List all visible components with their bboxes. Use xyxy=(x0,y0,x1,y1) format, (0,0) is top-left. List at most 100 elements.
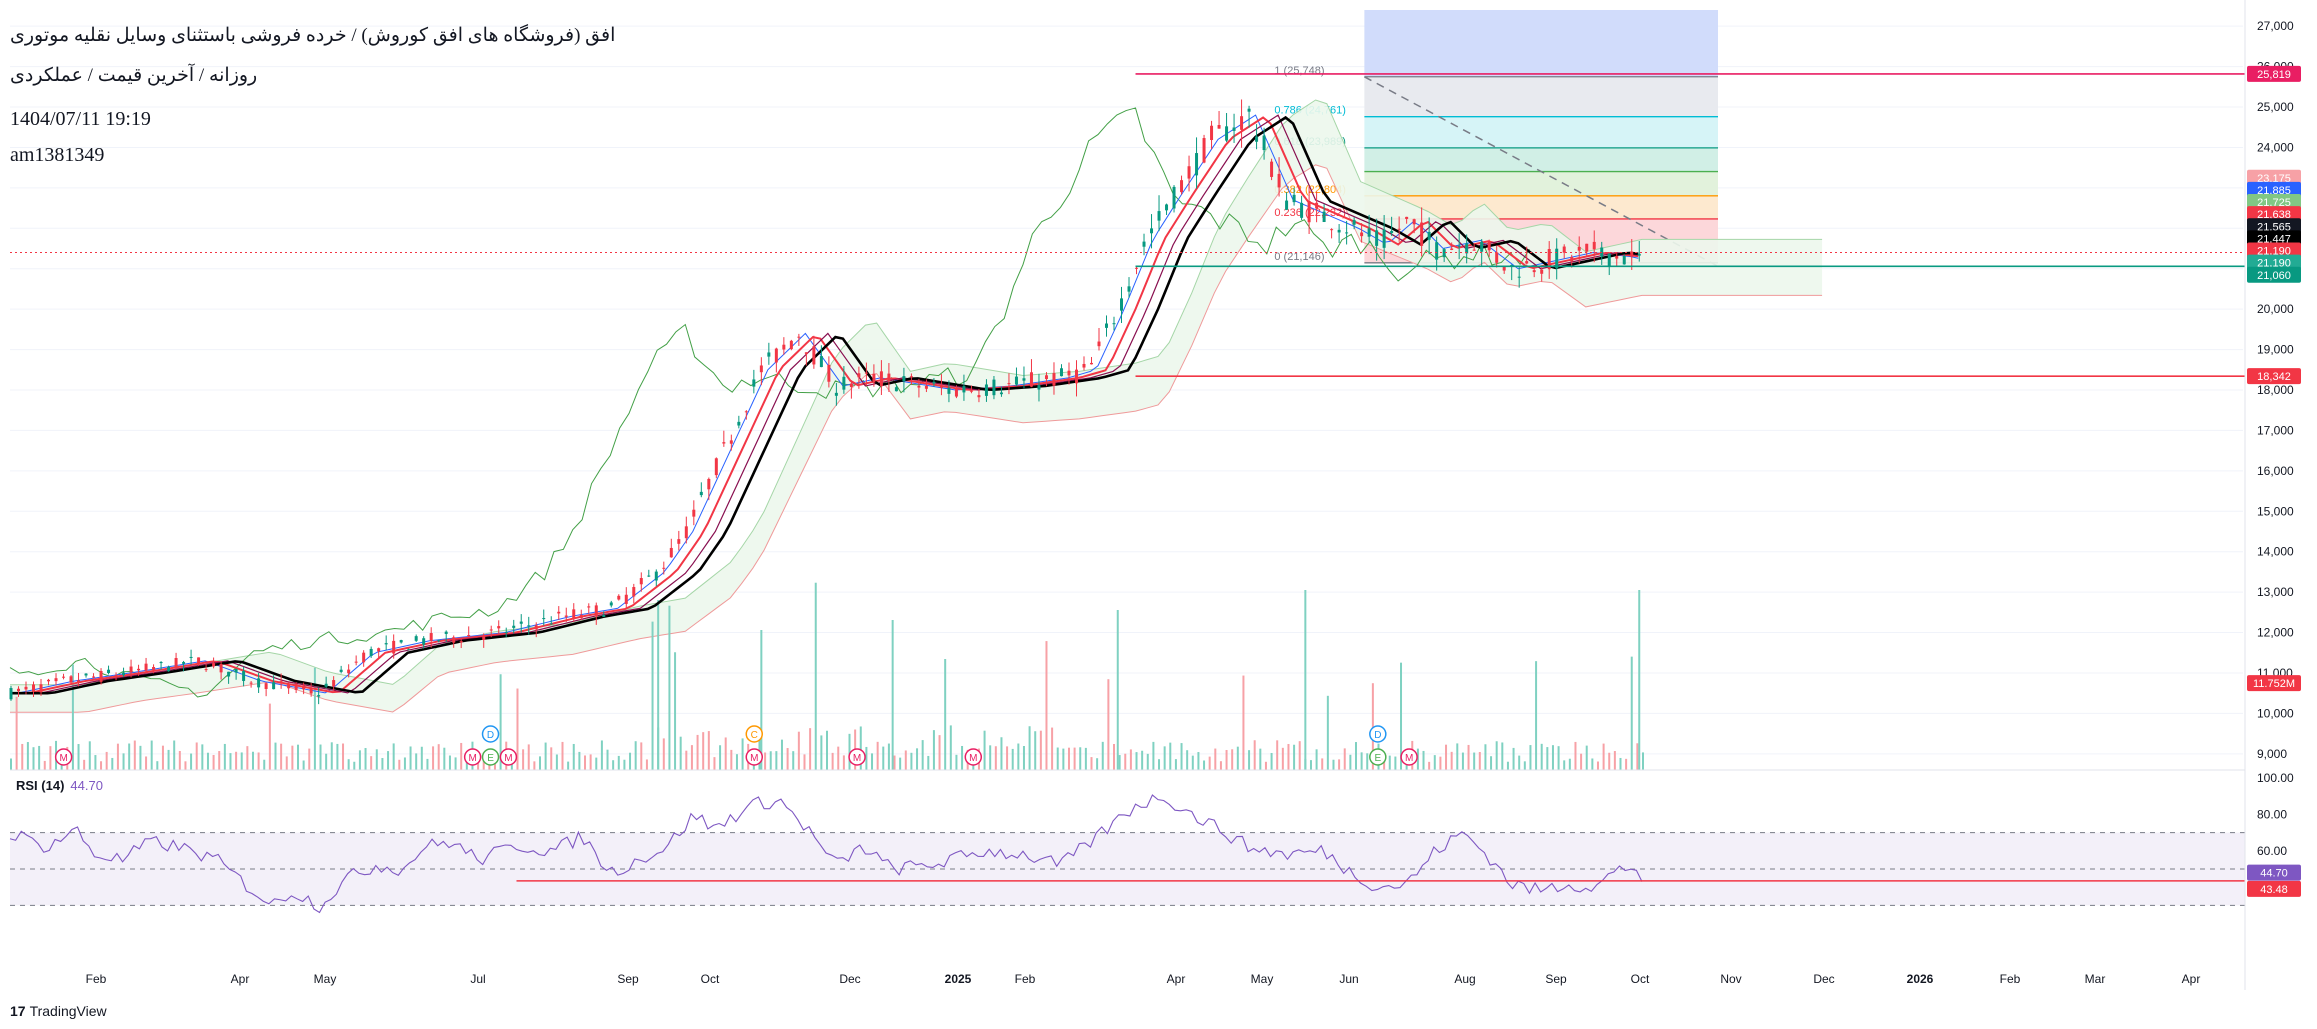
candle-body xyxy=(1142,241,1146,247)
volume-bar xyxy=(1495,741,1498,770)
candle-body xyxy=(114,675,118,677)
volume-bar xyxy=(1315,749,1318,770)
event-letter: M xyxy=(1405,753,1413,764)
candle-body xyxy=(1607,253,1611,268)
volume-bar xyxy=(1242,675,1245,770)
volume-bar xyxy=(432,746,435,770)
volume-bar xyxy=(1574,741,1577,770)
volume-bar xyxy=(578,751,581,770)
volume-bar xyxy=(1298,741,1301,770)
volume-bar xyxy=(612,760,615,770)
candle-body xyxy=(1630,251,1634,257)
volume-bar xyxy=(1512,747,1515,770)
candle-body xyxy=(354,661,358,663)
volume-bar xyxy=(814,582,817,770)
fib-zone xyxy=(1364,116,1718,148)
cloud-area xyxy=(10,100,1823,713)
volume-bar xyxy=(668,605,671,770)
fib-zone xyxy=(1364,76,1718,117)
candle-body xyxy=(339,669,343,672)
volume-bar xyxy=(837,746,840,770)
candle-body xyxy=(54,678,58,682)
volume-bar xyxy=(167,749,170,770)
candle-body xyxy=(1172,186,1176,209)
candle-body xyxy=(17,688,21,692)
price-label: 23,175 xyxy=(2257,173,2291,185)
candle-body xyxy=(782,344,786,350)
volume-bar xyxy=(685,750,688,770)
volume-bar xyxy=(1101,741,1104,770)
volume-bar xyxy=(1596,761,1599,770)
rsi-pane xyxy=(9,794,2245,914)
price-label: 21,638 xyxy=(2257,209,2291,221)
candle-body xyxy=(992,379,996,396)
volume-bar xyxy=(1219,761,1222,770)
candle-body xyxy=(1307,200,1311,223)
volume-bar xyxy=(944,659,947,770)
volume-bar xyxy=(764,752,767,770)
price-tick: 27,000 xyxy=(2257,19,2294,33)
candle-body xyxy=(1074,369,1078,384)
volume-bar xyxy=(1383,760,1386,770)
candle-body xyxy=(1547,249,1551,270)
candle-body xyxy=(189,656,193,658)
time-tick: Aug xyxy=(1454,972,1475,986)
candle-body xyxy=(729,440,733,444)
candle-body xyxy=(107,669,111,674)
volume-bar xyxy=(584,755,587,770)
volume-bar xyxy=(145,756,148,770)
volume-bar xyxy=(1225,749,1228,770)
volume-bar xyxy=(297,744,300,770)
time-tick: Oct xyxy=(1631,972,1650,986)
candle-body xyxy=(527,625,531,627)
candle-body xyxy=(1014,376,1018,385)
brand-name: TradingView xyxy=(29,1003,107,1019)
event-letter: M xyxy=(853,753,861,764)
volume-bar xyxy=(229,753,232,770)
volume-bar xyxy=(1174,759,1177,770)
volume-bar xyxy=(1236,746,1239,770)
event-marker xyxy=(463,748,482,766)
volume-bar xyxy=(1281,747,1284,770)
price-label: 18,342 xyxy=(2257,371,2291,383)
candle-body xyxy=(1435,242,1439,260)
symbol-title: افق (فروشگاه های افق کوروش) / خرده فروشی… xyxy=(10,25,616,46)
price-label: 21,565 xyxy=(2257,221,2291,233)
candle-body xyxy=(1315,202,1319,209)
candle-body xyxy=(834,392,838,396)
candle-body xyxy=(1052,373,1056,386)
candle-body xyxy=(812,346,816,365)
event-marker xyxy=(1400,748,1418,766)
volume-bar xyxy=(437,744,440,770)
volume-bar xyxy=(240,752,243,770)
volume-bar xyxy=(499,674,502,770)
candle-body xyxy=(279,681,283,683)
volume-bar xyxy=(1461,752,1464,770)
volume-bar xyxy=(516,688,519,770)
time-tick: Feb xyxy=(2000,972,2021,986)
candle-body xyxy=(294,683,298,690)
candle-body xyxy=(1375,230,1379,246)
fib-zone xyxy=(1364,195,1718,219)
volume-bar xyxy=(1186,750,1189,770)
candle-body xyxy=(534,625,538,630)
volume-bar xyxy=(178,751,181,770)
volume-bar xyxy=(1028,726,1031,770)
candle-body xyxy=(497,626,501,629)
volume-bar xyxy=(1259,748,1262,770)
volume-bar xyxy=(1118,755,1121,770)
volume-bar xyxy=(1394,756,1397,770)
volume-bar xyxy=(617,755,620,770)
volume-bar xyxy=(1518,755,1521,770)
candle-body xyxy=(167,666,171,672)
candle-body xyxy=(287,684,291,689)
candle-body xyxy=(767,352,771,357)
time-tick: Apr xyxy=(2182,972,2201,986)
candle-body xyxy=(62,676,66,678)
volume-bar xyxy=(1433,755,1436,770)
candle-body xyxy=(32,684,36,692)
volume-bar xyxy=(1141,750,1144,770)
candle-body xyxy=(159,662,163,664)
rsi-label-box xyxy=(2247,880,2301,897)
